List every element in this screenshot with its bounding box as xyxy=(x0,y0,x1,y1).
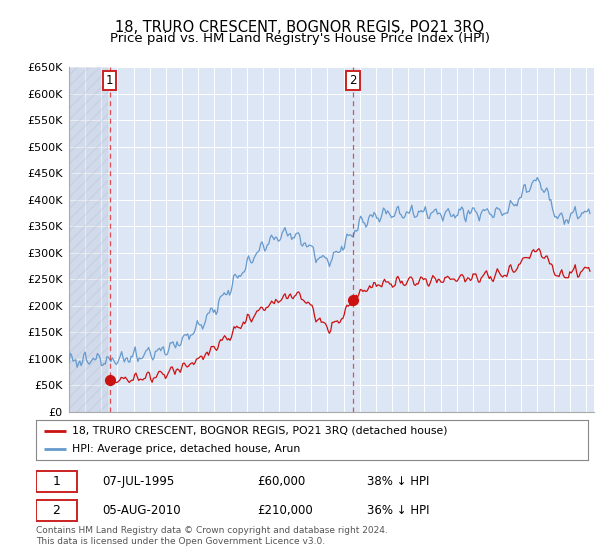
Text: 1: 1 xyxy=(106,74,113,87)
Text: Contains HM Land Registry data © Crown copyright and database right 2024.
This d: Contains HM Land Registry data © Crown c… xyxy=(36,526,388,546)
Text: £210,000: £210,000 xyxy=(257,504,313,517)
FancyBboxPatch shape xyxy=(36,470,77,492)
Text: 38% ↓ HPI: 38% ↓ HPI xyxy=(367,475,430,488)
Text: 36% ↓ HPI: 36% ↓ HPI xyxy=(367,504,430,517)
Text: 05-AUG-2010: 05-AUG-2010 xyxy=(102,504,181,517)
Text: HPI: Average price, detached house, Arun: HPI: Average price, detached house, Arun xyxy=(72,445,300,454)
Text: 07-JUL-1995: 07-JUL-1995 xyxy=(102,475,175,488)
FancyBboxPatch shape xyxy=(36,500,77,521)
Text: £60,000: £60,000 xyxy=(257,475,305,488)
Text: 2: 2 xyxy=(52,504,61,517)
Text: 1: 1 xyxy=(52,475,61,488)
Text: 18, TRURO CRESCENT, BOGNOR REGIS, PO21 3RQ (detached house): 18, TRURO CRESCENT, BOGNOR REGIS, PO21 3… xyxy=(72,426,448,436)
Text: 18, TRURO CRESCENT, BOGNOR REGIS, PO21 3RQ: 18, TRURO CRESCENT, BOGNOR REGIS, PO21 3… xyxy=(115,20,485,35)
Bar xyxy=(69,67,108,412)
Text: Price paid vs. HM Land Registry's House Price Index (HPI): Price paid vs. HM Land Registry's House … xyxy=(110,32,490,45)
Text: 2: 2 xyxy=(349,74,357,87)
